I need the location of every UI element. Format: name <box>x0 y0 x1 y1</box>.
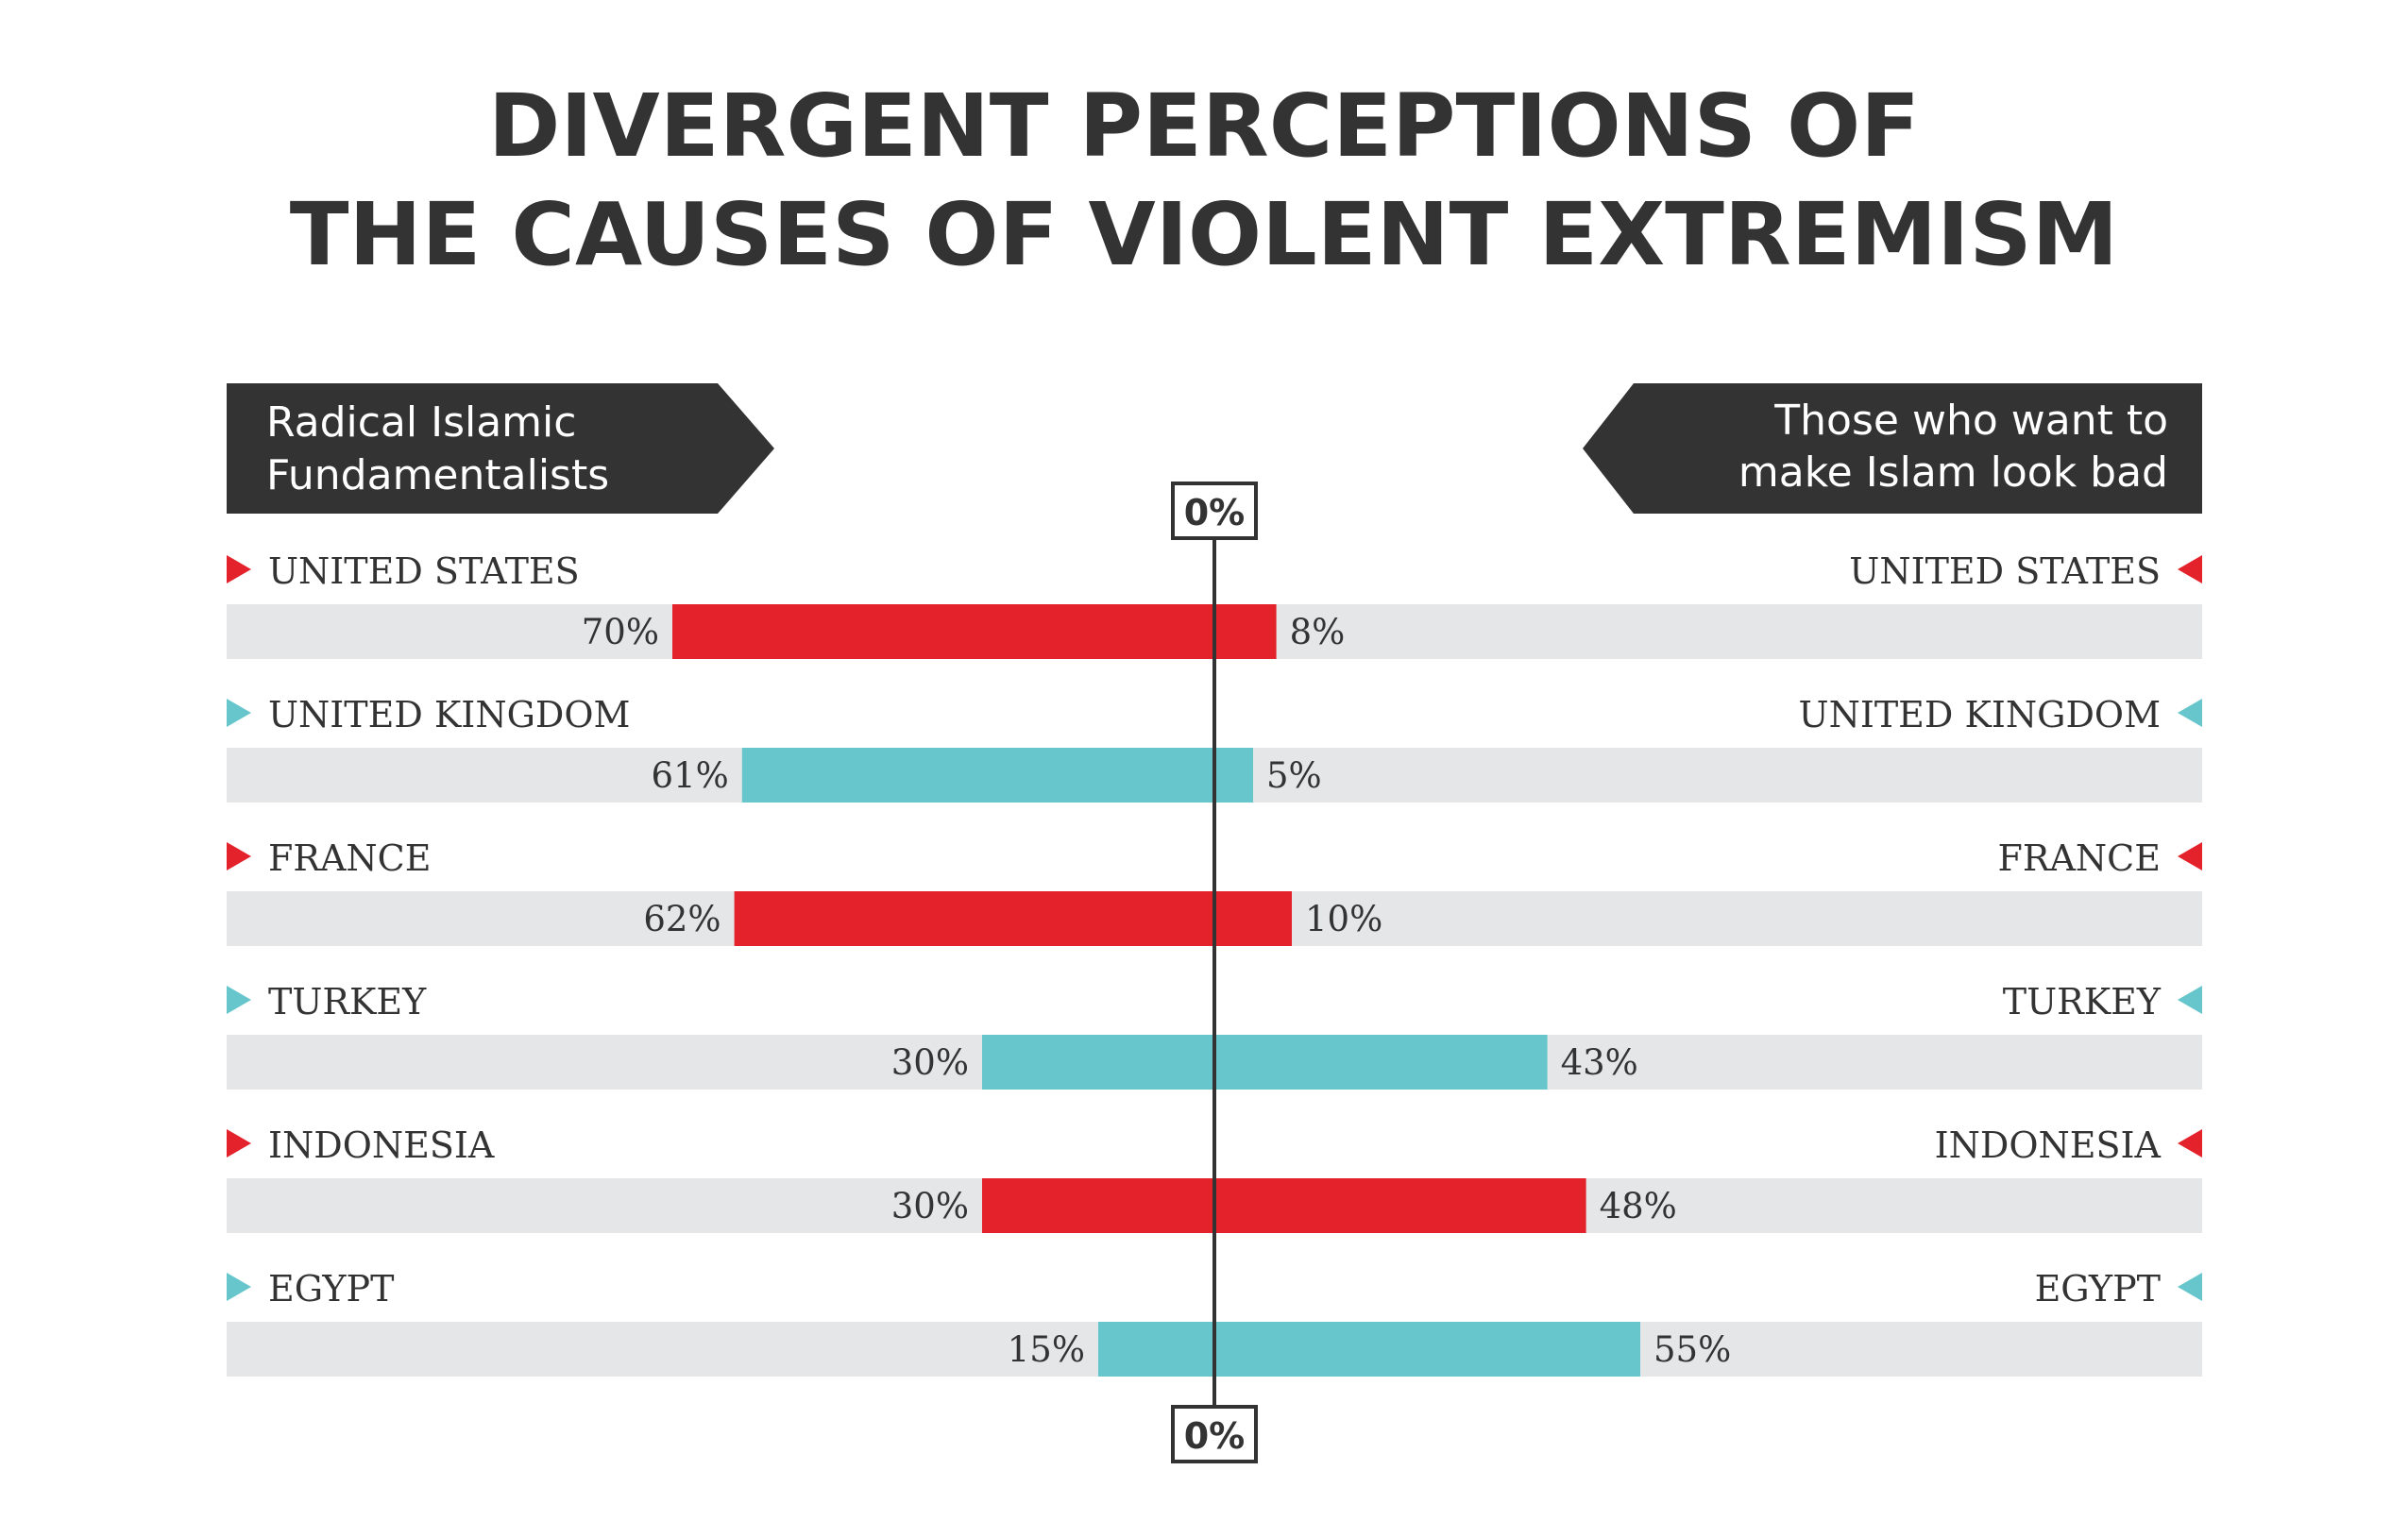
triangle-marker-left-france <box>227 842 251 870</box>
triangle-marker-right-turkey <box>2178 986 2202 1014</box>
value-label-right-france: 10% <box>1305 899 1382 939</box>
bar-right-france <box>1214 891 1292 946</box>
value-label-left-united-kingdom: 61% <box>652 755 729 796</box>
country-label-left-indonesia: INDONESIA <box>268 1124 495 1166</box>
zero-label-top-text: 0% <box>1184 492 1246 533</box>
triangle-marker-left-turkey <box>227 986 251 1014</box>
country-label-left-turkey: TURKEY <box>268 981 427 1023</box>
left-banner-line2: Fundamentalists <box>266 451 609 499</box>
country-label-right-egypt: EGYPT <box>2035 1268 2161 1310</box>
bar-left-egypt <box>1098 1322 1214 1377</box>
right-banner-line1: Those who want to <box>1773 397 2168 445</box>
value-label-left-turkey: 30% <box>891 1042 969 1083</box>
country-label-right-france: FRANCE <box>1998 837 2161 879</box>
value-label-right-united-kingdom: 5% <box>1266 755 1322 796</box>
bar-left-united-states <box>672 604 1214 659</box>
country-label-right-turkey: TURKEY <box>2003 981 2162 1023</box>
triangle-marker-right-united-states <box>2178 555 2202 583</box>
country-label-left-egypt: EGYPT <box>268 1268 394 1310</box>
country-label-left-united-states: UNITED STATES <box>268 550 580 592</box>
country-label-left-united-kingdom: UNITED KINGDOM <box>268 694 630 735</box>
zero-label-bottom: 0% <box>1171 1405 1258 1463</box>
bar-left-united-kingdom <box>741 748 1214 803</box>
zero-label-bottom-box <box>1171 1405 1258 1463</box>
country-label-right-united-kingdom: UNITED KINGDOM <box>1799 694 2161 735</box>
country-label-left-france: FRANCE <box>268 837 431 879</box>
value-label-left-indonesia: 30% <box>891 1186 969 1226</box>
value-label-left-united-states: 70% <box>582 612 659 652</box>
triangle-marker-right-united-kingdom <box>2178 699 2202 727</box>
triangle-marker-right-egypt <box>2178 1273 2202 1301</box>
triangle-marker-left-united-states <box>227 555 251 583</box>
triangle-marker-left-indonesia <box>227 1129 251 1158</box>
zero-label-bottom-text: 0% <box>1184 1415 1246 1457</box>
bar-right-united-kingdom <box>1214 748 1253 803</box>
triangle-marker-left-united-kingdom <box>227 699 251 727</box>
country-label-right-united-states: UNITED STATES <box>1849 550 2161 592</box>
triangle-marker-right-france <box>2178 842 2202 870</box>
triangle-marker-left-egypt <box>227 1273 251 1301</box>
value-label-right-united-states: 8% <box>1290 612 1346 652</box>
bar-right-turkey <box>1214 1035 1548 1090</box>
chart-title-line2: THE CAUSES OF VIOLENT EXTREMISM <box>290 184 2118 285</box>
zero-label-top: 0% <box>1171 482 1258 540</box>
bar-right-united-states <box>1214 604 1277 659</box>
value-label-right-indonesia: 48% <box>1600 1186 1677 1226</box>
value-label-right-egypt: 55% <box>1653 1329 1731 1370</box>
right-banner-line2: make Islam look bad <box>1738 448 2168 497</box>
left-banner-shape <box>227 383 774 514</box>
chart-title-line1: DIVERGENT PERCEPTIONS OF <box>488 76 1920 177</box>
bar-left-indonesia <box>982 1178 1214 1233</box>
value-label-left-france: 62% <box>643 899 721 939</box>
right-banner: Those who want to make Islam look bad <box>1583 383 2202 514</box>
value-label-right-turkey: 43% <box>1561 1042 1638 1083</box>
value-label-left-egypt: 15% <box>1008 1329 1085 1370</box>
right-banner-shape <box>1583 383 2202 514</box>
triangle-marker-right-indonesia <box>2178 1129 2202 1158</box>
country-label-right-indonesia: INDONESIA <box>1935 1124 2162 1166</box>
left-banner-line1: Radical Islamic <box>266 398 576 447</box>
bar-left-france <box>734 891 1214 946</box>
left-banner: Radical Islamic Fundamentalists <box>227 383 774 514</box>
zero-label-top-box <box>1171 482 1258 540</box>
bar-right-indonesia <box>1214 1178 1586 1233</box>
bar-left-turkey <box>982 1035 1214 1090</box>
bar-right-egypt <box>1214 1322 1640 1377</box>
